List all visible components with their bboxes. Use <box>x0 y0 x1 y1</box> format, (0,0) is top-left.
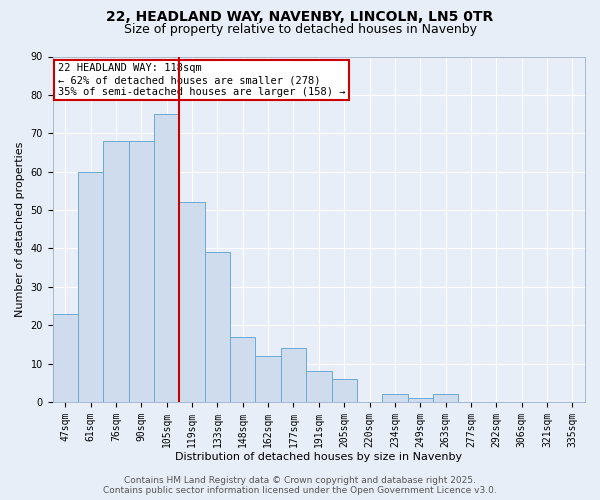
Bar <box>332 379 357 402</box>
Bar <box>154 114 179 402</box>
Bar <box>382 394 407 402</box>
Bar <box>230 336 256 402</box>
Bar <box>256 356 281 402</box>
Bar <box>129 141 154 402</box>
Bar <box>433 394 458 402</box>
Bar <box>407 398 433 402</box>
Text: Contains HM Land Registry data © Crown copyright and database right 2025.
Contai: Contains HM Land Registry data © Crown c… <box>103 476 497 495</box>
Y-axis label: Number of detached properties: Number of detached properties <box>15 142 25 317</box>
Bar <box>103 141 129 402</box>
Text: 22 HEADLAND WAY: 118sqm
← 62% of detached houses are smaller (278)
35% of semi-d: 22 HEADLAND WAY: 118sqm ← 62% of detache… <box>58 64 346 96</box>
Bar <box>205 252 230 402</box>
Text: Size of property relative to detached houses in Navenby: Size of property relative to detached ho… <box>124 22 476 36</box>
Bar <box>179 202 205 402</box>
X-axis label: Distribution of detached houses by size in Navenby: Distribution of detached houses by size … <box>175 452 463 462</box>
Bar <box>53 314 78 402</box>
Bar <box>78 172 103 402</box>
Text: 22, HEADLAND WAY, NAVENBY, LINCOLN, LN5 0TR: 22, HEADLAND WAY, NAVENBY, LINCOLN, LN5 … <box>106 10 494 24</box>
Bar <box>306 372 332 402</box>
Bar <box>281 348 306 402</box>
